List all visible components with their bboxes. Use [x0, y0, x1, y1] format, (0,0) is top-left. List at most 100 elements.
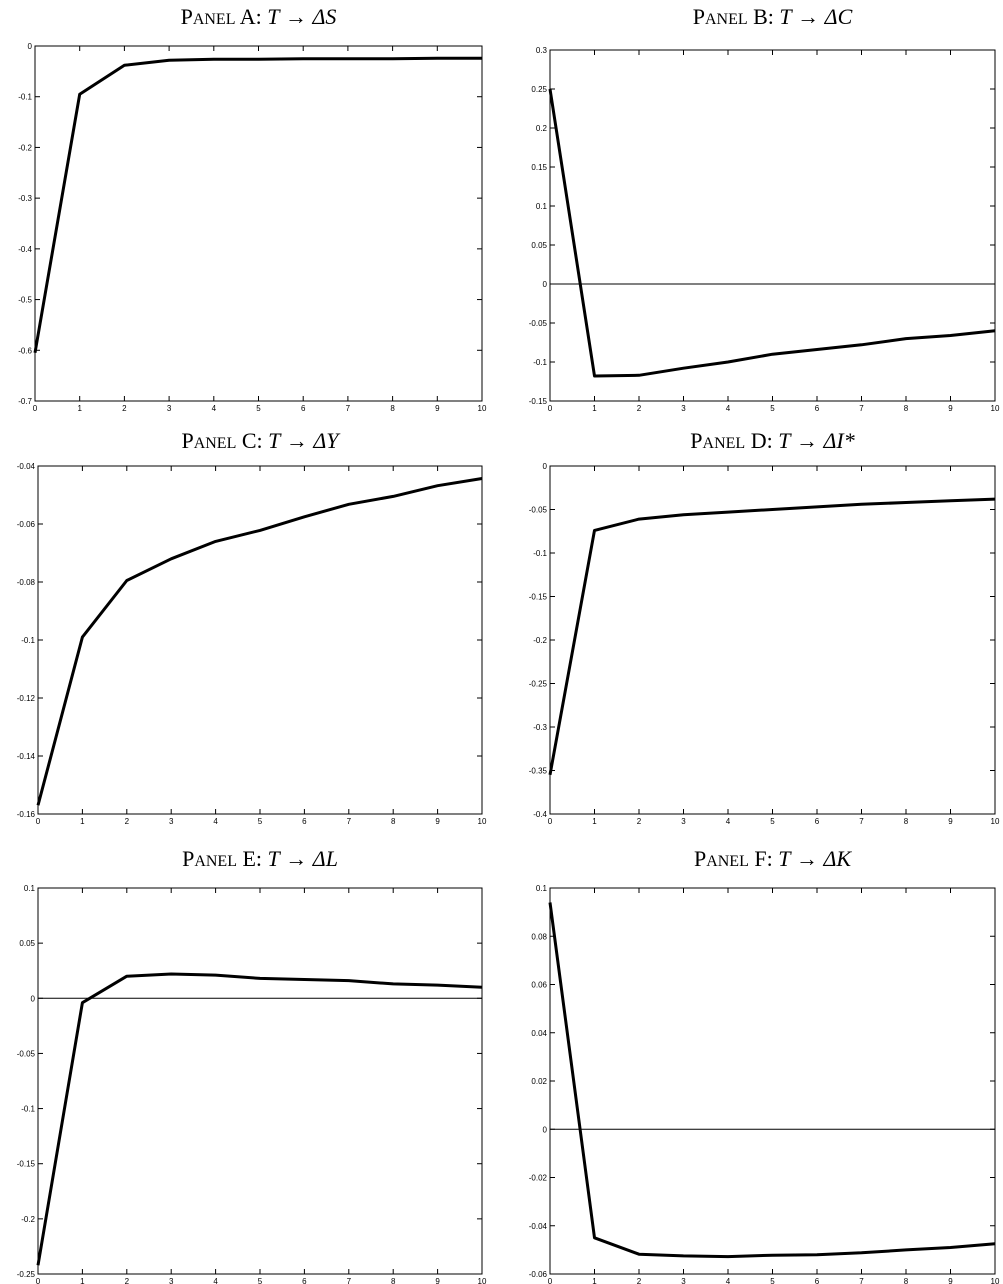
title-caps: ANEL	[706, 853, 749, 870]
plot-frame	[549, 465, 996, 815]
x-tick-label: 2	[637, 404, 642, 413]
x-tick-label: 0	[36, 1277, 41, 1284]
x-tick-label: 10	[478, 404, 487, 413]
series-line	[548, 902, 996, 1259]
y-tick-label: 0.2	[536, 124, 548, 133]
x-tick-label: 0	[548, 1277, 553, 1284]
title-letter: D:	[745, 428, 778, 453]
x-tick-label: 2	[125, 817, 130, 826]
title-math-to: ΔK	[822, 846, 852, 871]
y-tick-label: -0.02	[529, 1174, 548, 1183]
y-tick-label: -0.12	[17, 694, 36, 703]
title-prefix: P	[181, 4, 193, 29]
x-tick-label: 0	[548, 404, 553, 413]
y-tick-label: 0.1	[24, 884, 36, 893]
series-line	[33, 56, 482, 354]
x-tick-label: 7	[346, 404, 351, 413]
chart-panel-e: PANEL E: T → ΔL 0 1 2 3 4 5 6 7 8 9 10 0.1 0.05 0 -0.05…	[17, 846, 487, 1284]
title-letter: C:	[236, 428, 268, 453]
title-arrow: →	[790, 846, 823, 871]
title-math-to: ΔL	[312, 846, 338, 871]
title-caps: ANEL	[705, 11, 748, 28]
x-tick-label: 5	[770, 817, 775, 826]
chart-title: PANEL B: T → ΔC	[693, 4, 853, 29]
x-tick-label: 1	[592, 404, 597, 413]
x-tick-label: 2	[637, 817, 642, 826]
chart-panel-a: PANEL A: T → ΔS 0 1 2 3 4 5 6 7 8 9 10 0 -0.1 -0.2 -0.3…	[18, 4, 487, 413]
x-tick-label: 6	[815, 1277, 820, 1284]
x-tick-label: 7	[859, 817, 864, 826]
y-tick-label: -0.04	[17, 462, 36, 471]
y-tick-label: -0.7	[18, 397, 32, 406]
x-tick-label: 5	[258, 1277, 263, 1284]
x-tick-label: 8	[390, 404, 395, 413]
x-tick-label: 8	[904, 404, 909, 413]
y-tick-label: 0.15	[531, 163, 547, 172]
x-tick-label: 3	[167, 404, 172, 413]
y-tick-label: 0	[543, 280, 548, 289]
y-tick-label: -0.15	[17, 1160, 36, 1169]
y-tick-label: -0.05	[17, 1049, 36, 1058]
x-tick-label: 1	[80, 1277, 85, 1284]
y-tick-label: 0.05	[531, 241, 547, 250]
y-tick-label: -0.1	[18, 93, 32, 102]
y-tick-label: -0.06	[529, 1270, 548, 1279]
y-tick-label: 0.02	[531, 1077, 547, 1086]
y-tick-label: -0.1	[533, 549, 547, 558]
plot-frame	[549, 887, 996, 1275]
y-tick-label: -0.2	[533, 636, 547, 645]
y-tick-label: -0.25	[529, 680, 548, 689]
series-line	[548, 497, 996, 776]
title-math-to: ΔY	[312, 428, 341, 453]
y-tick-label: 0.1	[536, 202, 548, 211]
title-arrow: →	[280, 4, 313, 29]
x-tick-label: 3	[681, 1277, 686, 1284]
title-prefix: P	[182, 846, 194, 871]
x-tick-label: 10	[991, 404, 1000, 413]
x-tick-label: 6	[302, 817, 307, 826]
y-tick-label: -0.3	[18, 194, 32, 203]
y-tick-label: -0.6	[18, 346, 32, 355]
title-math-from: T	[268, 428, 282, 453]
title-math-from: T	[268, 846, 282, 871]
x-tick-label: 7	[859, 1277, 864, 1284]
x-tick-label: 5	[258, 817, 263, 826]
y-tick-label: 0	[543, 462, 548, 471]
y-tick-label: -0.1	[533, 358, 547, 367]
x-tick-label: 6	[302, 1277, 307, 1284]
title-arrow: →	[280, 428, 313, 453]
y-tick-label: 0	[543, 1125, 548, 1134]
x-tick-label: 4	[213, 817, 218, 826]
title-prefix: P	[181, 428, 193, 453]
title-math-from: T	[779, 4, 793, 29]
y-tick-label: 0.25	[531, 85, 547, 94]
title-prefix: P	[690, 428, 702, 453]
title-arrow: →	[280, 846, 313, 871]
x-tick-label: 4	[213, 1277, 218, 1284]
y-tick-label: -0.15	[529, 397, 548, 406]
x-tick-label: 6	[815, 817, 820, 826]
x-tick-label: 9	[435, 817, 440, 826]
x-tick-label: 0	[33, 404, 38, 413]
y-tick-label: 0	[28, 42, 33, 51]
plot-frame	[37, 887, 483, 1275]
y-tick-label: -0.05	[529, 319, 548, 328]
x-tick-label: 3	[169, 1277, 174, 1284]
plot-frame	[549, 49, 996, 402]
title-math-to: ΔS	[312, 4, 337, 29]
x-tick-label: 9	[948, 817, 953, 826]
x-tick-label: 9	[435, 1277, 440, 1284]
title-caps: ANEL	[193, 11, 236, 28]
chart-panel-b: PANEL B: T → ΔC 0 1 2 3 4 5 6 7 8 9 10 0.3 0.25 0.2 0.1…	[529, 4, 1000, 413]
title-caps: ANEL	[703, 435, 746, 452]
x-tick-label: 4	[726, 1277, 731, 1284]
x-tick-label: 10	[991, 817, 1000, 826]
title-letter: F:	[749, 846, 778, 871]
chart-panel-c: PANEL C: T → ΔY 0 1 2 3 4 5 6 7 8 9 10 -0.04 -0.06 -0.…	[17, 428, 487, 826]
x-tick-label: 4	[726, 817, 731, 826]
title-math-from: T	[778, 428, 792, 453]
y-tick-label: -0.15	[529, 593, 548, 602]
title-caps: ANEL	[194, 435, 237, 452]
x-tick-label: 7	[859, 404, 864, 413]
